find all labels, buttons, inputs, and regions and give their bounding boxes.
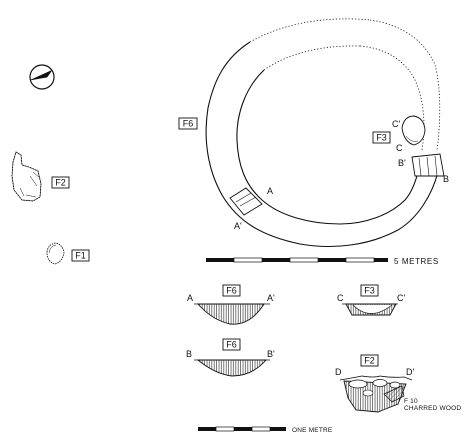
f3-label-text: F3: [376, 133, 387, 143]
section-letter-c: C: [396, 143, 403, 153]
feature-f2-outline: [11, 151, 42, 202]
scale-5-metres-label: 5 METRES: [394, 257, 439, 266]
section-f3-cc-right: C': [397, 293, 405, 303]
section-f6-aa-left: A: [187, 293, 193, 303]
section-f2-dd-right: D': [406, 367, 414, 377]
section-f6-bb-right: B': [267, 349, 275, 359]
f6-label-text: F6: [183, 119, 194, 129]
f1-label-text: F1: [75, 251, 86, 261]
section-f3-cc-left: C: [337, 293, 344, 303]
f2-label-text: F2: [55, 178, 66, 188]
section-f6-aa-label: F6: [226, 286, 237, 296]
section-letter-a: A: [267, 186, 273, 196]
scale-bar-5-metres: 5 METRES: [206, 257, 439, 266]
scale-bar-one-metre: ONE METRE: [198, 426, 333, 434]
section-letter-c1: C': [392, 119, 400, 129]
scale-one-metre-label: ONE METRE: [292, 427, 333, 434]
annotation-f10: F 10: [404, 398, 418, 405]
section-letter-b1: B': [398, 158, 406, 168]
feature-f6-label: F6: [178, 117, 198, 130]
section-f6-aa: F6 A A': [187, 284, 275, 325]
section-f2-dd: F2 D D' F 10 CHARRED WOOD: [335, 354, 461, 413]
feature-f1-label: F1: [71, 249, 90, 262]
section-f6-bb: F6 B B': [186, 338, 275, 377]
section-f6-bb-label: F6: [226, 340, 237, 350]
section-f6-bb-left: B: [186, 349, 192, 359]
section-f2-dd-left: D: [335, 367, 342, 377]
feature-f3-label: F3: [372, 131, 391, 144]
section-f3-cc-label: F3: [364, 286, 375, 296]
annotation-charred-wood: CHARRED WOOD: [404, 405, 461, 412]
north-arrow-icon: [29, 64, 55, 90]
section-f3-cc: F3 C C': [337, 284, 405, 316]
section-f2-dd-label: F2: [364, 356, 375, 366]
feature-f3-outline: [401, 115, 426, 146]
section-letter-a1: A': [234, 221, 242, 231]
feature-f2-label: F2: [51, 176, 70, 189]
ring-ditch-f6: [205, 18, 445, 248]
section-letter-b: B: [443, 174, 449, 184]
section-f6-aa-right: A': [267, 293, 275, 303]
feature-f1-outline: [46, 242, 65, 265]
